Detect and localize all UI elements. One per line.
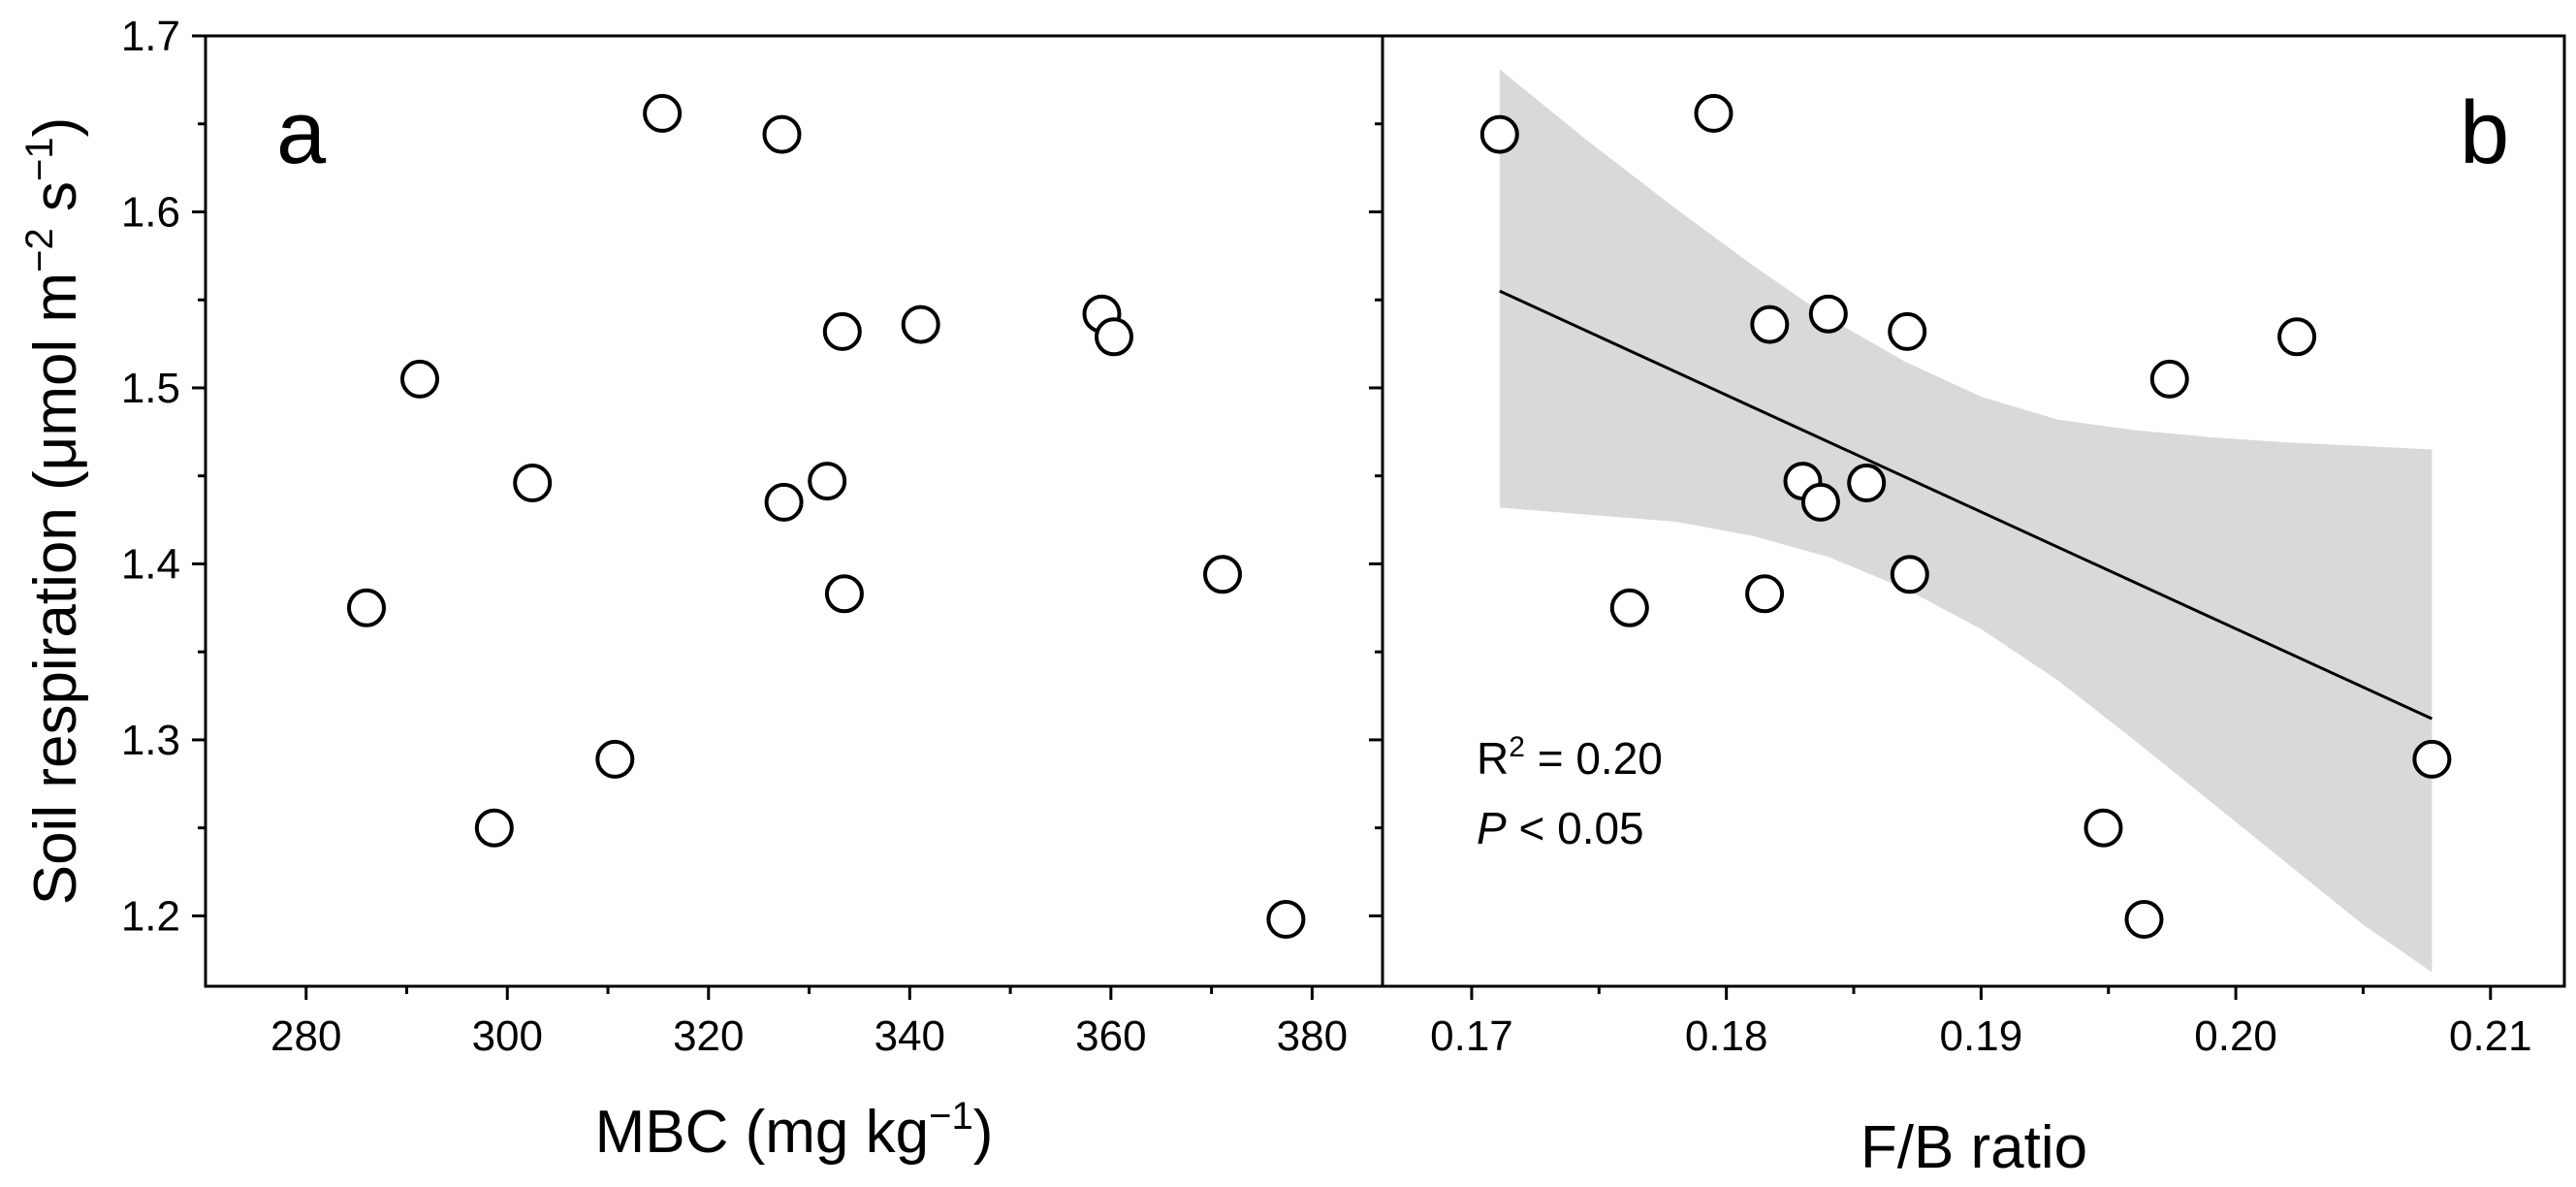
data-point xyxy=(1800,482,1840,522)
x-tick-label: 300 xyxy=(472,1012,543,1060)
x-tick-label: 0.18 xyxy=(1685,1012,1768,1060)
y-tick-label: 1.7 xyxy=(121,13,180,60)
y-axis-title-mid: s xyxy=(22,181,89,228)
confidence-band xyxy=(1499,69,2433,973)
data-point xyxy=(1808,294,1848,334)
panel-b-letter: b xyxy=(2460,83,2509,182)
x-tick-label: 380 xyxy=(1277,1012,1348,1060)
x-tick-label: 280 xyxy=(270,1012,341,1060)
panel-a-letter: a xyxy=(276,83,327,182)
data-point xyxy=(1203,555,1242,594)
r2-value: = 0.20 xyxy=(1525,733,1663,784)
y-axis-title-main: Soil respiration (μmol m xyxy=(22,273,89,905)
y-tick-label: 1.3 xyxy=(121,717,180,764)
p-value: < 0.05 xyxy=(1507,803,1644,853)
y-tick-label: 1.6 xyxy=(121,188,180,236)
data-point xyxy=(2124,900,2164,939)
y-tick-label: 1.5 xyxy=(121,365,180,412)
r2-sup: 2 xyxy=(1509,731,1525,763)
r-squared-label: R2 = 0.20 xyxy=(1477,731,1663,784)
x-tick-label: 0.21 xyxy=(2449,1012,2532,1060)
y-axis-title: Soil respiration (μmol m−2 s−1) xyxy=(18,117,89,906)
panel-a-points xyxy=(347,93,1306,939)
data-point xyxy=(764,482,804,522)
x-tick-label: 0.19 xyxy=(1940,1012,2023,1060)
y-axis-title-sup1: −2 xyxy=(18,228,61,273)
data-point xyxy=(643,93,683,133)
data-point xyxy=(2149,359,2189,399)
data-point xyxy=(762,114,802,154)
data-point xyxy=(1694,93,1733,133)
data-point xyxy=(347,588,386,627)
x-tick-label: 340 xyxy=(875,1012,945,1060)
y-tick-label: 1.2 xyxy=(121,892,180,940)
y-tick-label: 1.4 xyxy=(121,540,180,588)
data-point xyxy=(513,464,553,502)
r2-letter: R xyxy=(1477,733,1509,784)
data-point xyxy=(1890,555,1929,594)
regression-line xyxy=(1499,289,2433,721)
data-point xyxy=(1847,464,1887,502)
p-value-label: P < 0.05 xyxy=(1477,803,1644,853)
panel-a-x-axis-title: MBC (mg kg−1) xyxy=(595,1095,994,1166)
data-point xyxy=(595,739,635,779)
data-point xyxy=(901,305,940,344)
data-point xyxy=(400,359,439,399)
data-point xyxy=(2412,739,2452,779)
data-point xyxy=(1266,900,1306,939)
panel-a-x-title-main: MBC (mg kg xyxy=(595,1099,929,1166)
panel-b-points xyxy=(1479,93,2452,939)
data-point xyxy=(824,574,864,614)
x-tick-label: 0.20 xyxy=(2194,1012,2277,1060)
data-point xyxy=(808,462,847,501)
panel-b-ticks: 0.17 0.18 0.19 0.20 0.21 xyxy=(1369,34,2532,1060)
data-point xyxy=(2083,808,2123,848)
x-tick-label: 320 xyxy=(673,1012,744,1060)
p-letter: P xyxy=(1477,803,1507,853)
y-axis-title-end: ) xyxy=(22,117,89,138)
x-tick-label: 360 xyxy=(1075,1012,1146,1060)
x-tick-label: 0.17 xyxy=(1430,1012,1513,1060)
data-point xyxy=(474,808,514,848)
y-axis-title-sup2: −1 xyxy=(18,137,61,181)
panel-b-x-axis-title: F/B ratio xyxy=(1860,1114,2087,1181)
data-point xyxy=(1479,114,1519,154)
data-point xyxy=(1750,305,1790,344)
panel-a-x-title-sup: −1 xyxy=(929,1095,973,1138)
data-point xyxy=(1888,311,1927,351)
data-point xyxy=(1745,574,1785,614)
data-point xyxy=(2277,317,2317,357)
panel-b-frame xyxy=(1381,34,2566,988)
data-point xyxy=(1095,317,1133,357)
data-point xyxy=(822,311,862,351)
panel-a-ticks: 280 300 320 340 360 380 1.2 1.3 1.4 1.5 1.6 1.7 xyxy=(121,13,1348,1060)
panel-a-x-title-end: ) xyxy=(973,1099,994,1166)
panel-b-confidence-layer xyxy=(1499,69,2433,973)
data-point xyxy=(1609,588,1649,627)
